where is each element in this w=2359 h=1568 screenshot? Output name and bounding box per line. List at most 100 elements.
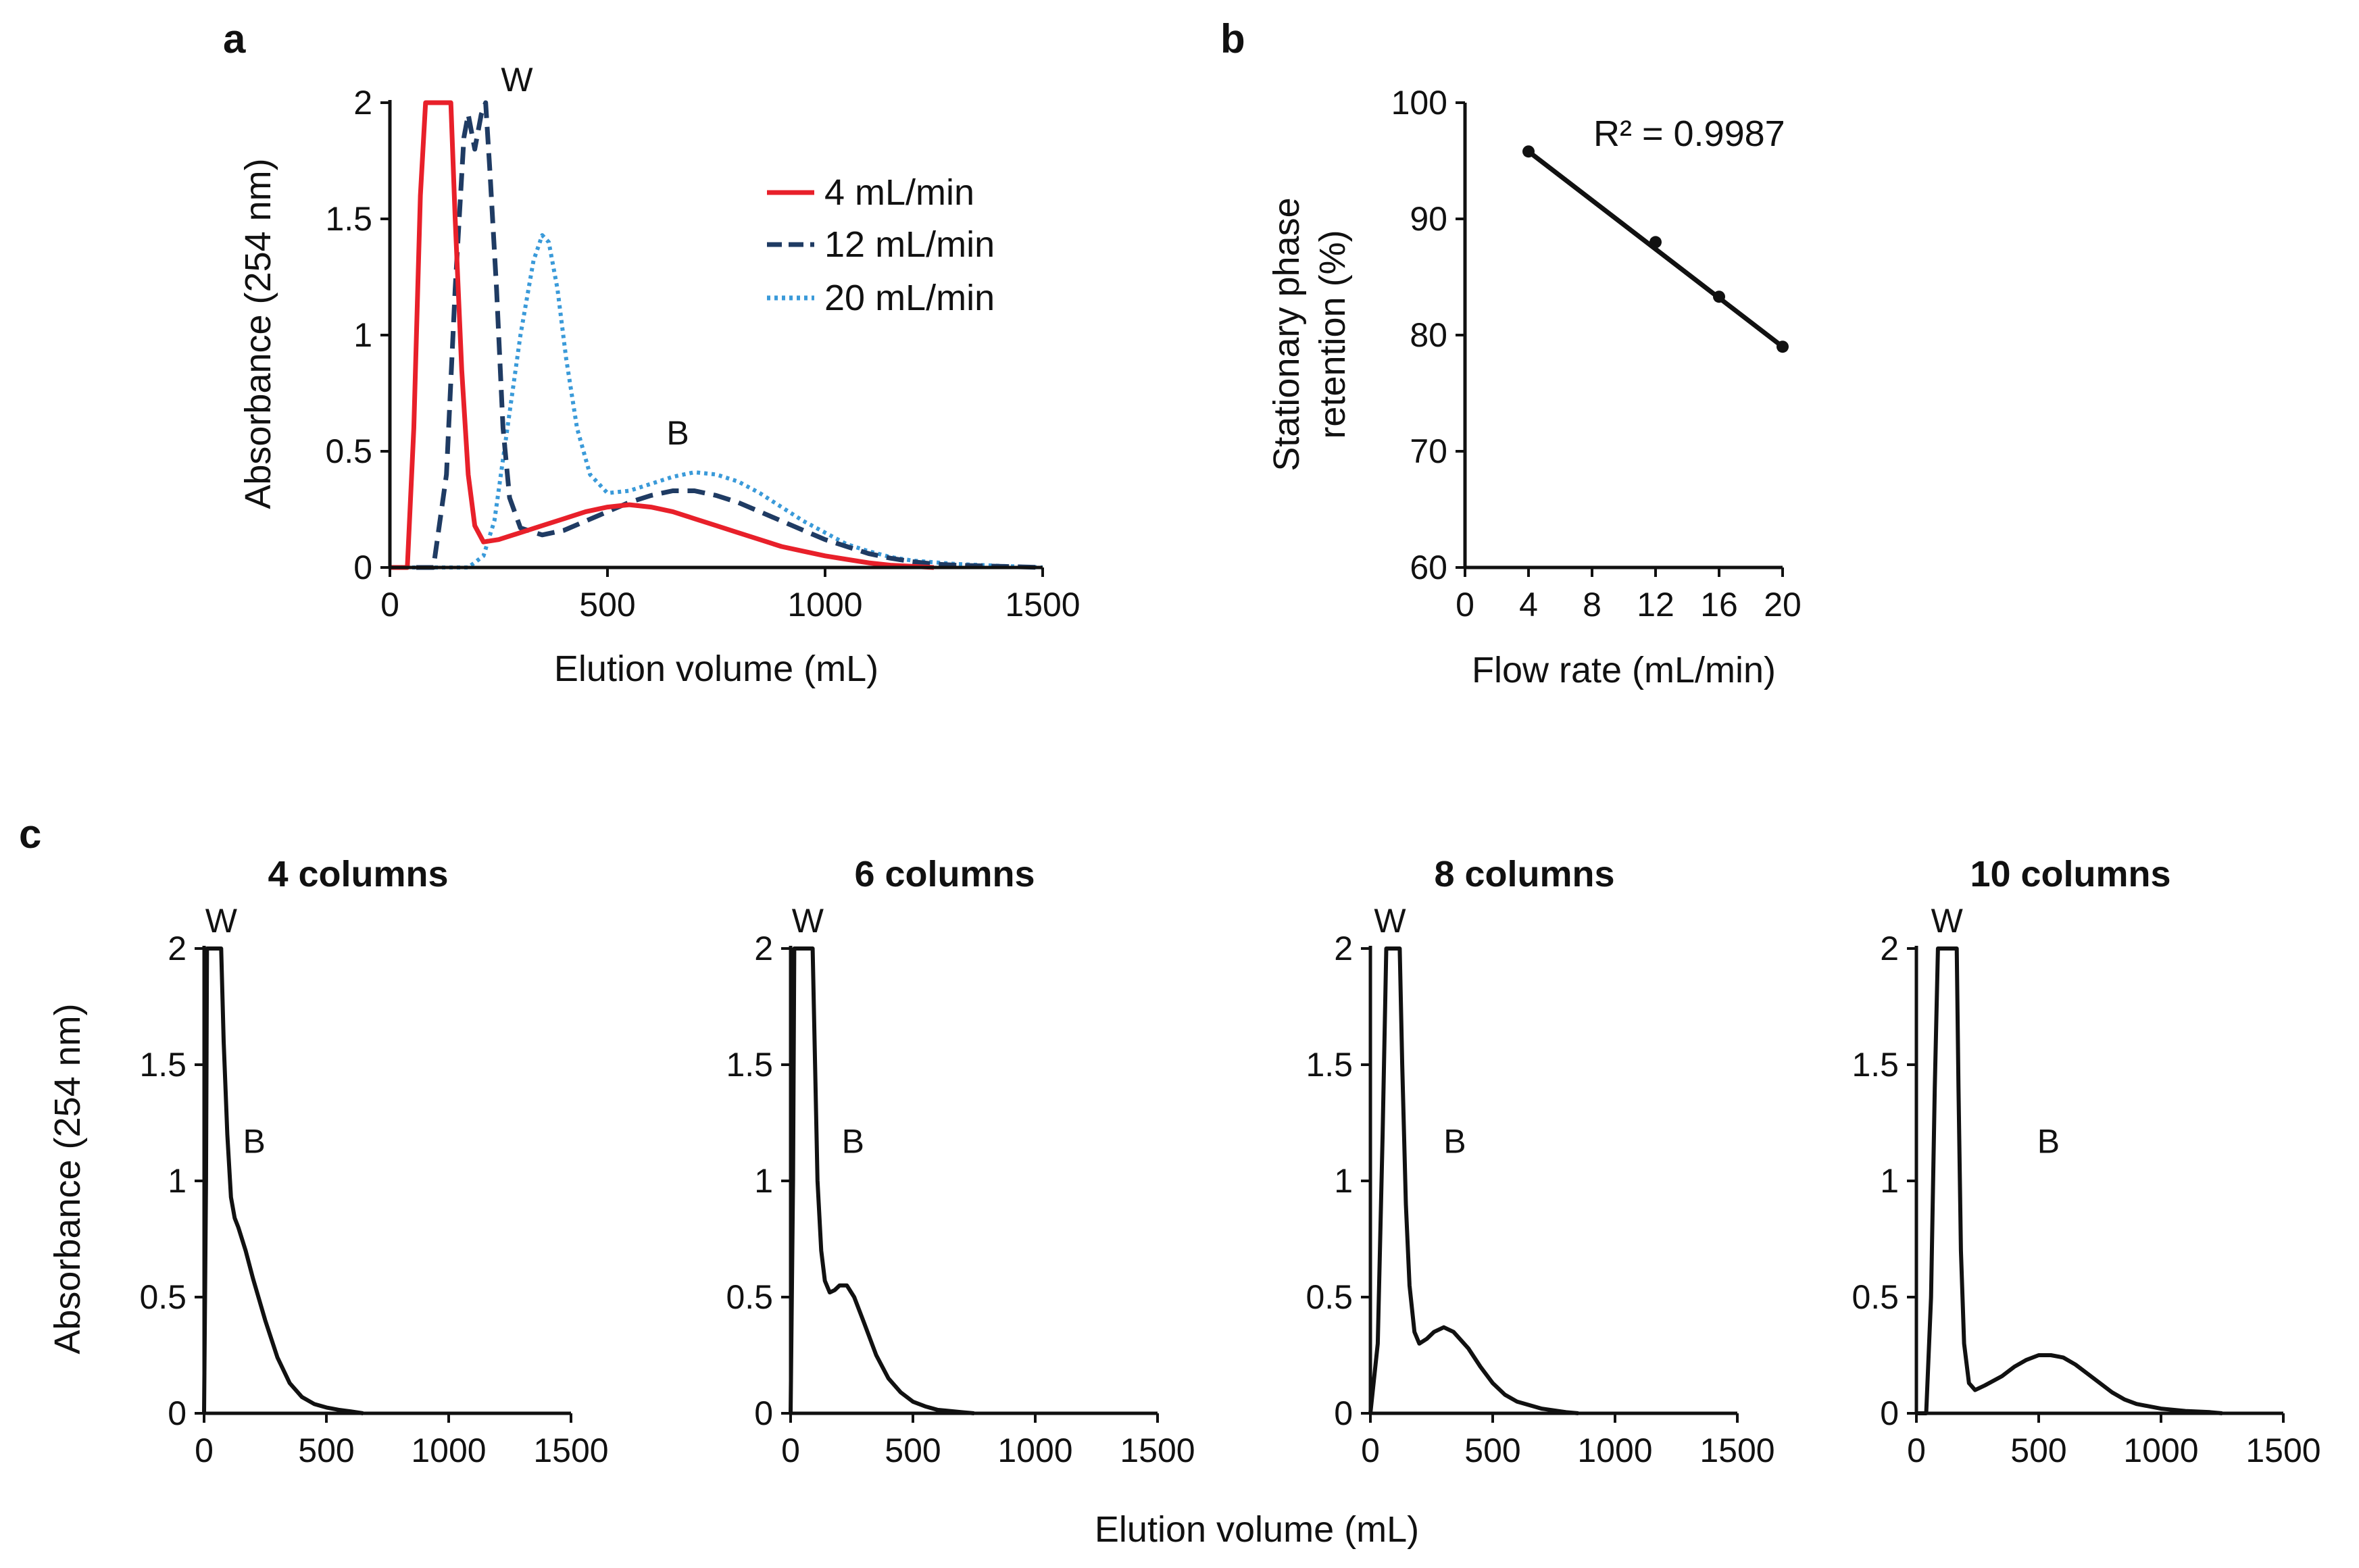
- legend-label-4ml: 4 mL/min: [824, 172, 974, 213]
- subplot-annotation-b: B: [842, 1123, 864, 1161]
- panel-b-y-label-line1: Stationary phase: [1266, 197, 1307, 471]
- data-point: [1649, 236, 1662, 249]
- panel-b-y-tick-label: 90: [1410, 200, 1447, 238]
- subplot-3-x-tick-label: 1500: [1699, 1432, 1774, 1469]
- panel-b-x-tick-label: 4: [1519, 586, 1538, 624]
- panel-b-x-tick-label: 0: [1456, 586, 1474, 624]
- subplot-line: [789, 946, 974, 1415]
- subplot-2-y-tick-label: 0: [754, 1394, 773, 1432]
- subplot-1: 0 500 1000 1500 0 0.5 1 1.5 2 4 columns W B: [139, 854, 608, 1469]
- subplot-3-x-tick-label: 0: [1361, 1432, 1380, 1469]
- panel-b-y-label-line2: retention (%): [1312, 230, 1353, 438]
- panel-b-x-tick-label: 20: [1764, 586, 1802, 624]
- panel-b-series-layer: [1522, 145, 1789, 353]
- subplot-annotation-w: W: [792, 902, 824, 940]
- subplot-4-y-tick-label: 1: [1880, 1162, 1899, 1200]
- subplot-4-x-tick-label: 500: [2010, 1432, 2066, 1469]
- subplot-annotation-w: W: [205, 902, 238, 940]
- panel-a-label: a: [223, 16, 246, 61]
- panel-b-y-tick-label: 100: [1391, 84, 1447, 122]
- subplot-1-y-tick-label: 0.5: [139, 1278, 187, 1316]
- subplot-4-x-tick-label: 1000: [2123, 1432, 2198, 1469]
- panel-a-x-tick-label: 1000: [787, 586, 862, 624]
- panel-b-y-tick-label: 70: [1410, 432, 1447, 470]
- panel-b-x-tick-label: 8: [1583, 586, 1601, 624]
- data-point: [1522, 145, 1535, 158]
- subplot-title: 6 columns: [854, 854, 1035, 894]
- panel-a-b-annotation: B: [666, 414, 689, 452]
- panel-a-y-tick-label: 1.5: [325, 200, 372, 238]
- subplot-2-x-tick-label: 1500: [1120, 1432, 1195, 1469]
- panel-a-ticks: 0 500 1000 1500 0 0.5 1 1.5 2: [325, 84, 1080, 624]
- subplot-1-y-tick-label: 1.5: [139, 1046, 187, 1084]
- subplot-1-x-tick-label: 1500: [533, 1432, 608, 1469]
- panel-a-y-tick-label: 2: [353, 84, 372, 122]
- subplot-annotation-b: B: [243, 1123, 266, 1161]
- panel-a-y-label: Absorbance (254 nm): [238, 158, 278, 509]
- panel-a-legend: 4 mL/min 12 mL/min 20 mL/min: [767, 172, 995, 318]
- subplot-3-y-tick-label: 2: [1334, 930, 1353, 967]
- subplot-2-x-tick-label: 0: [781, 1432, 800, 1469]
- subplot-3-y-tick-label: 0: [1334, 1394, 1353, 1432]
- panel-a-x-tick-label: 500: [579, 586, 635, 624]
- subplot-title: 10 columns: [1970, 854, 2170, 894]
- subplot-3-y-tick-label: 0.5: [1306, 1278, 1353, 1316]
- trendline: [1526, 149, 1785, 349]
- panel-a-x-tick-label: 1500: [1005, 586, 1080, 624]
- series-line-4-ml-min: [390, 100, 935, 570]
- panel-b-x-label: Flow rate (mL/min): [1472, 650, 1776, 690]
- panel-a-y-tick-label: 1: [353, 316, 372, 354]
- subplot-2-y-tick-label: 1: [754, 1162, 773, 1200]
- subplot-line: [1368, 946, 1579, 1415]
- subplot-1-x-tick-label: 0: [195, 1432, 214, 1469]
- panel-b-label: b: [1220, 16, 1245, 61]
- data-point: [1713, 290, 1725, 303]
- subplot-3-y-tick-label: 1.5: [1306, 1046, 1353, 1084]
- subplot-4-x-tick-label: 0: [1907, 1432, 1926, 1469]
- subplot-4-y-tick-label: 0.5: [1852, 1278, 1899, 1316]
- subplot-annotation-w: W: [1931, 902, 1964, 940]
- panel-a-w-annotation: W: [501, 61, 533, 99]
- subplot-1-x-tick-label: 500: [298, 1432, 354, 1469]
- panel-b-r-squared: R² = 0.9987: [1593, 113, 1785, 154]
- subplot-3-y-tick-label: 1: [1334, 1162, 1353, 1200]
- subplot-annotation-w: W: [1374, 902, 1406, 940]
- panel-b-x-tick-label: 12: [1637, 586, 1674, 624]
- subplot-2-x-tick-label: 500: [885, 1432, 941, 1469]
- subplot-title: 4 columns: [268, 854, 448, 894]
- panel-a-y-tick-label: 0.5: [325, 432, 372, 470]
- panel-b-y-tick-label: 60: [1410, 549, 1447, 586]
- subplot-4-x-tick-label: 1500: [2245, 1432, 2320, 1469]
- panel-a: a 0 500 1000 1500 0 0.5 1 1.5 2 Elution volume (…: [223, 16, 1081, 689]
- subplot-title: 8 columns: [1434, 854, 1614, 894]
- subplot-3-x-tick-label: 500: [1464, 1432, 1520, 1469]
- subplot-4-y-tick-label: 2: [1880, 930, 1899, 967]
- subplot-2-y-tick-label: 2: [754, 930, 773, 967]
- subplot-4-y-tick-label: 0: [1880, 1394, 1899, 1432]
- panel-a-series-layer: [390, 100, 1043, 570]
- subplot-2-x-tick-label: 1000: [997, 1432, 1072, 1469]
- legend-label-12ml: 12 mL/min: [824, 224, 995, 265]
- subplot-1-x-tick-label: 1000: [411, 1432, 486, 1469]
- legend-label-20ml: 20 mL/min: [824, 278, 995, 318]
- panel-c-x-label: Elution volume (mL): [1095, 1509, 1419, 1550]
- subplot-2: 0 500 1000 1500 0 0.5 1 1.5 2 6 columns W B: [726, 854, 1195, 1469]
- data-point: [1777, 340, 1789, 353]
- subplot-2-y-tick-label: 1.5: [726, 1046, 773, 1084]
- panel-a-y-tick-label: 0: [353, 549, 372, 586]
- subplot-3-x-tick-label: 1000: [1577, 1432, 1652, 1469]
- subplot-4-y-tick-label: 1.5: [1852, 1046, 1899, 1084]
- series-line-20-ml-min: [390, 233, 1043, 570]
- subplot-annotation-b: B: [2037, 1123, 2060, 1161]
- subplot-line: [202, 946, 364, 1415]
- subplot-1-y-tick-label: 0: [168, 1394, 187, 1432]
- panel-b-y-tick-label: 80: [1410, 316, 1447, 354]
- panel-b-x-tick-label: 16: [1700, 586, 1738, 624]
- panel-c-y-label: Absorbance (254 nm): [47, 1003, 88, 1354]
- panel-a-x-label: Elution volume (mL): [554, 649, 878, 689]
- subplot-3: 0 500 1000 1500 0 0.5 1 1.5 2 8 columns W B: [1306, 854, 1774, 1469]
